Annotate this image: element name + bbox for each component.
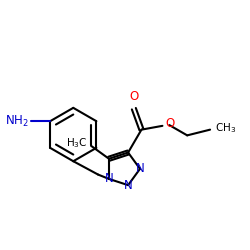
- Text: O: O: [129, 90, 138, 103]
- Text: N: N: [104, 172, 113, 186]
- Text: CH$_3$: CH$_3$: [215, 121, 236, 135]
- Text: N: N: [124, 179, 132, 192]
- Text: NH$_2$: NH$_2$: [6, 114, 29, 129]
- Text: H$_3$C: H$_3$C: [66, 136, 88, 150]
- Text: N: N: [136, 162, 144, 175]
- Text: O: O: [166, 118, 175, 130]
